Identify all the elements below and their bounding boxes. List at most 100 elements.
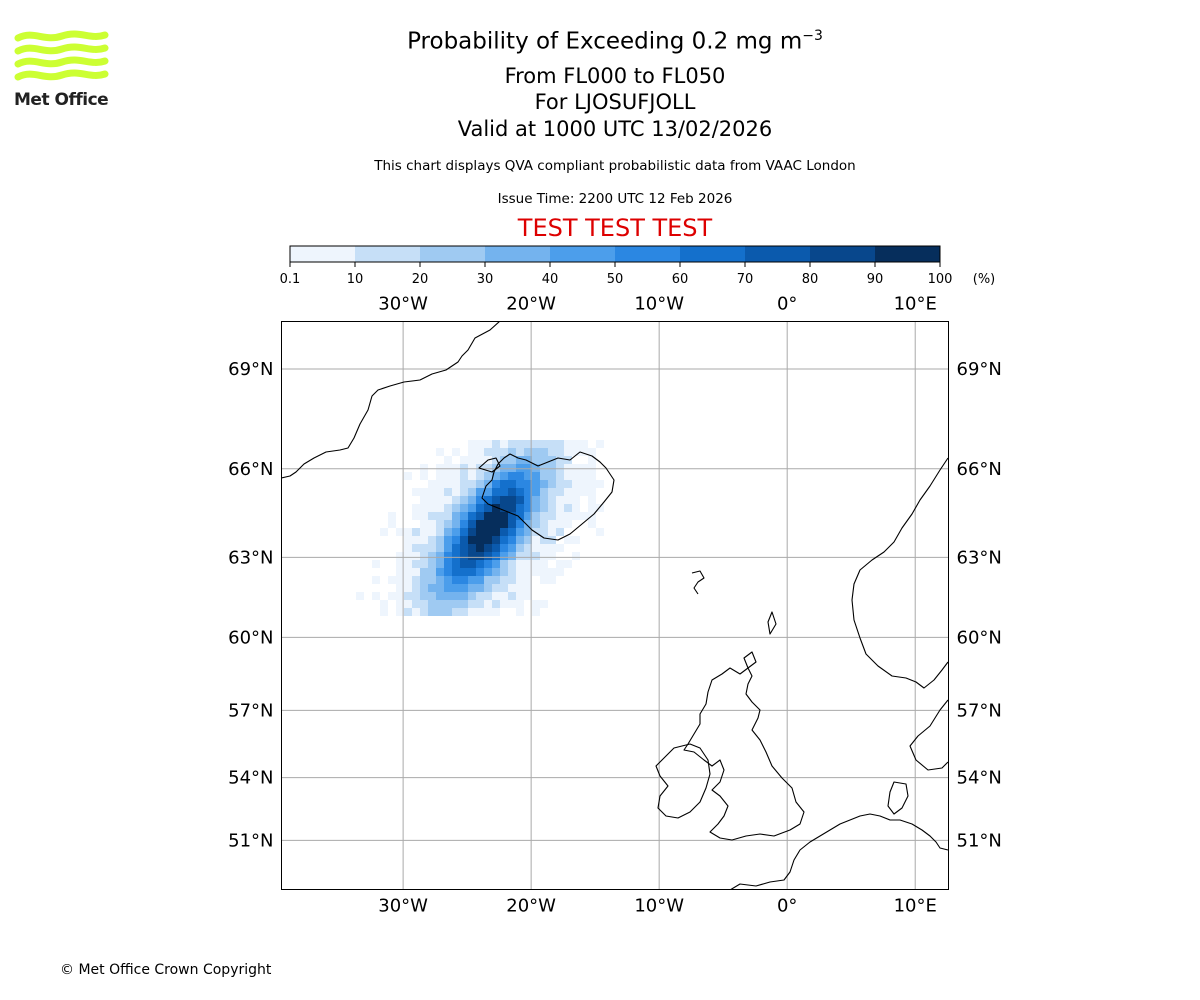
plume-cell bbox=[532, 440, 540, 448]
plume-cell bbox=[508, 552, 516, 560]
plume-cell bbox=[476, 592, 484, 600]
plume-cell bbox=[436, 608, 444, 616]
plume-cell bbox=[444, 488, 452, 496]
plume-cell bbox=[396, 584, 404, 592]
plume-cell bbox=[564, 440, 572, 448]
plume-cell bbox=[508, 568, 516, 576]
plume-cell bbox=[548, 440, 556, 448]
plume-cell bbox=[452, 608, 460, 616]
plume-cell bbox=[500, 512, 508, 520]
plume-cell bbox=[508, 576, 516, 584]
plume-cell bbox=[556, 544, 564, 552]
plume-cell bbox=[460, 600, 468, 608]
plume-cell bbox=[436, 488, 444, 496]
plume-cell bbox=[508, 544, 516, 552]
test-banner: TEST TEST TEST bbox=[517, 214, 713, 242]
plume-cell bbox=[588, 480, 596, 488]
plume-cell bbox=[388, 512, 396, 520]
plume-cell bbox=[532, 600, 540, 608]
plume-cell bbox=[444, 480, 452, 488]
plume-cell bbox=[548, 448, 556, 456]
plume-cell bbox=[484, 584, 492, 592]
plume-cell bbox=[524, 472, 532, 480]
met-office-logo-text: Met Office bbox=[14, 90, 109, 110]
plume-cell bbox=[540, 528, 548, 536]
plume-cell bbox=[436, 560, 444, 568]
colorbar-swatch bbox=[680, 246, 746, 262]
plume-cell bbox=[412, 544, 420, 552]
plume-cell bbox=[492, 568, 500, 576]
plume-cell bbox=[508, 456, 516, 464]
denmark-coastline bbox=[887, 781, 909, 815]
plume-cell bbox=[540, 496, 548, 504]
plume-cell bbox=[444, 568, 452, 576]
plume-cell bbox=[516, 512, 524, 520]
plume-cell bbox=[484, 600, 492, 608]
plume-cell bbox=[524, 504, 532, 512]
plume-cell bbox=[492, 544, 500, 552]
plume-cell bbox=[580, 472, 588, 480]
plume-cell bbox=[492, 512, 500, 520]
longitude-label: 10°E bbox=[894, 294, 937, 315]
plume-cell bbox=[452, 496, 460, 504]
plume-cell bbox=[420, 560, 428, 568]
plume-cell bbox=[516, 608, 524, 616]
colorbar-tick-label: 30 bbox=[477, 272, 494, 287]
plume-cell bbox=[436, 480, 444, 488]
ash-probability-map: 30°W 20°W 10°W 0° 10°E 30°W 20°W 10°W 0° 10°E 69… bbox=[228, 294, 1002, 917]
plume-cell bbox=[436, 592, 444, 600]
plume-cell bbox=[524, 480, 532, 488]
plume-cell bbox=[580, 512, 588, 520]
plume-cell bbox=[476, 504, 484, 512]
plume-cell bbox=[444, 592, 452, 600]
plume-cell bbox=[556, 512, 564, 520]
plume-cell bbox=[532, 560, 540, 568]
plume-cell bbox=[532, 456, 540, 464]
plume-cell bbox=[468, 488, 476, 496]
plume-cell bbox=[468, 592, 476, 600]
plume-cell bbox=[396, 600, 404, 608]
plume-cell bbox=[460, 464, 468, 472]
latitude-label: 60°N bbox=[957, 627, 1002, 648]
plume-cell bbox=[460, 576, 468, 584]
plume-cell bbox=[580, 480, 588, 488]
ireland-coastline bbox=[655, 743, 711, 819]
plume-cell bbox=[404, 472, 412, 480]
plume-cell bbox=[492, 520, 500, 528]
plume-cell bbox=[548, 568, 556, 576]
plume-cell bbox=[492, 576, 500, 584]
flight-level-range: From FL000 to FL050 bbox=[504, 64, 726, 88]
plume-cell bbox=[516, 584, 524, 592]
plume-cell bbox=[540, 544, 548, 552]
plume-cell bbox=[548, 504, 556, 512]
plume-cell bbox=[428, 536, 436, 544]
plume-cell bbox=[508, 480, 516, 488]
plume-cell bbox=[460, 520, 468, 528]
plume-cell bbox=[476, 480, 484, 488]
plume-cell bbox=[452, 536, 460, 544]
plume-cell bbox=[484, 536, 492, 544]
plume-cell bbox=[460, 472, 468, 480]
plume-cell bbox=[460, 592, 468, 600]
plume-cell bbox=[588, 496, 596, 504]
plume-cell bbox=[468, 456, 476, 464]
latitude-label: 63°N bbox=[228, 547, 273, 568]
plume-cell bbox=[484, 448, 492, 456]
plume-cell bbox=[516, 536, 524, 544]
plume-cell bbox=[372, 576, 380, 584]
plume-cell bbox=[572, 504, 580, 512]
plume-cell bbox=[420, 544, 428, 552]
plume-cell bbox=[444, 456, 452, 464]
plume-cell bbox=[572, 464, 580, 472]
plume-cell bbox=[516, 456, 524, 464]
plume-cell bbox=[556, 448, 564, 456]
plume-cell bbox=[412, 576, 420, 584]
plume-cell bbox=[500, 472, 508, 480]
plume-cell bbox=[420, 528, 428, 536]
plume-cell bbox=[588, 464, 596, 472]
longitude-label: 30°W bbox=[378, 896, 428, 917]
plume-cell bbox=[548, 488, 556, 496]
plume-cell bbox=[524, 576, 532, 584]
plume-cell bbox=[412, 560, 420, 568]
plume-cell bbox=[428, 608, 436, 616]
